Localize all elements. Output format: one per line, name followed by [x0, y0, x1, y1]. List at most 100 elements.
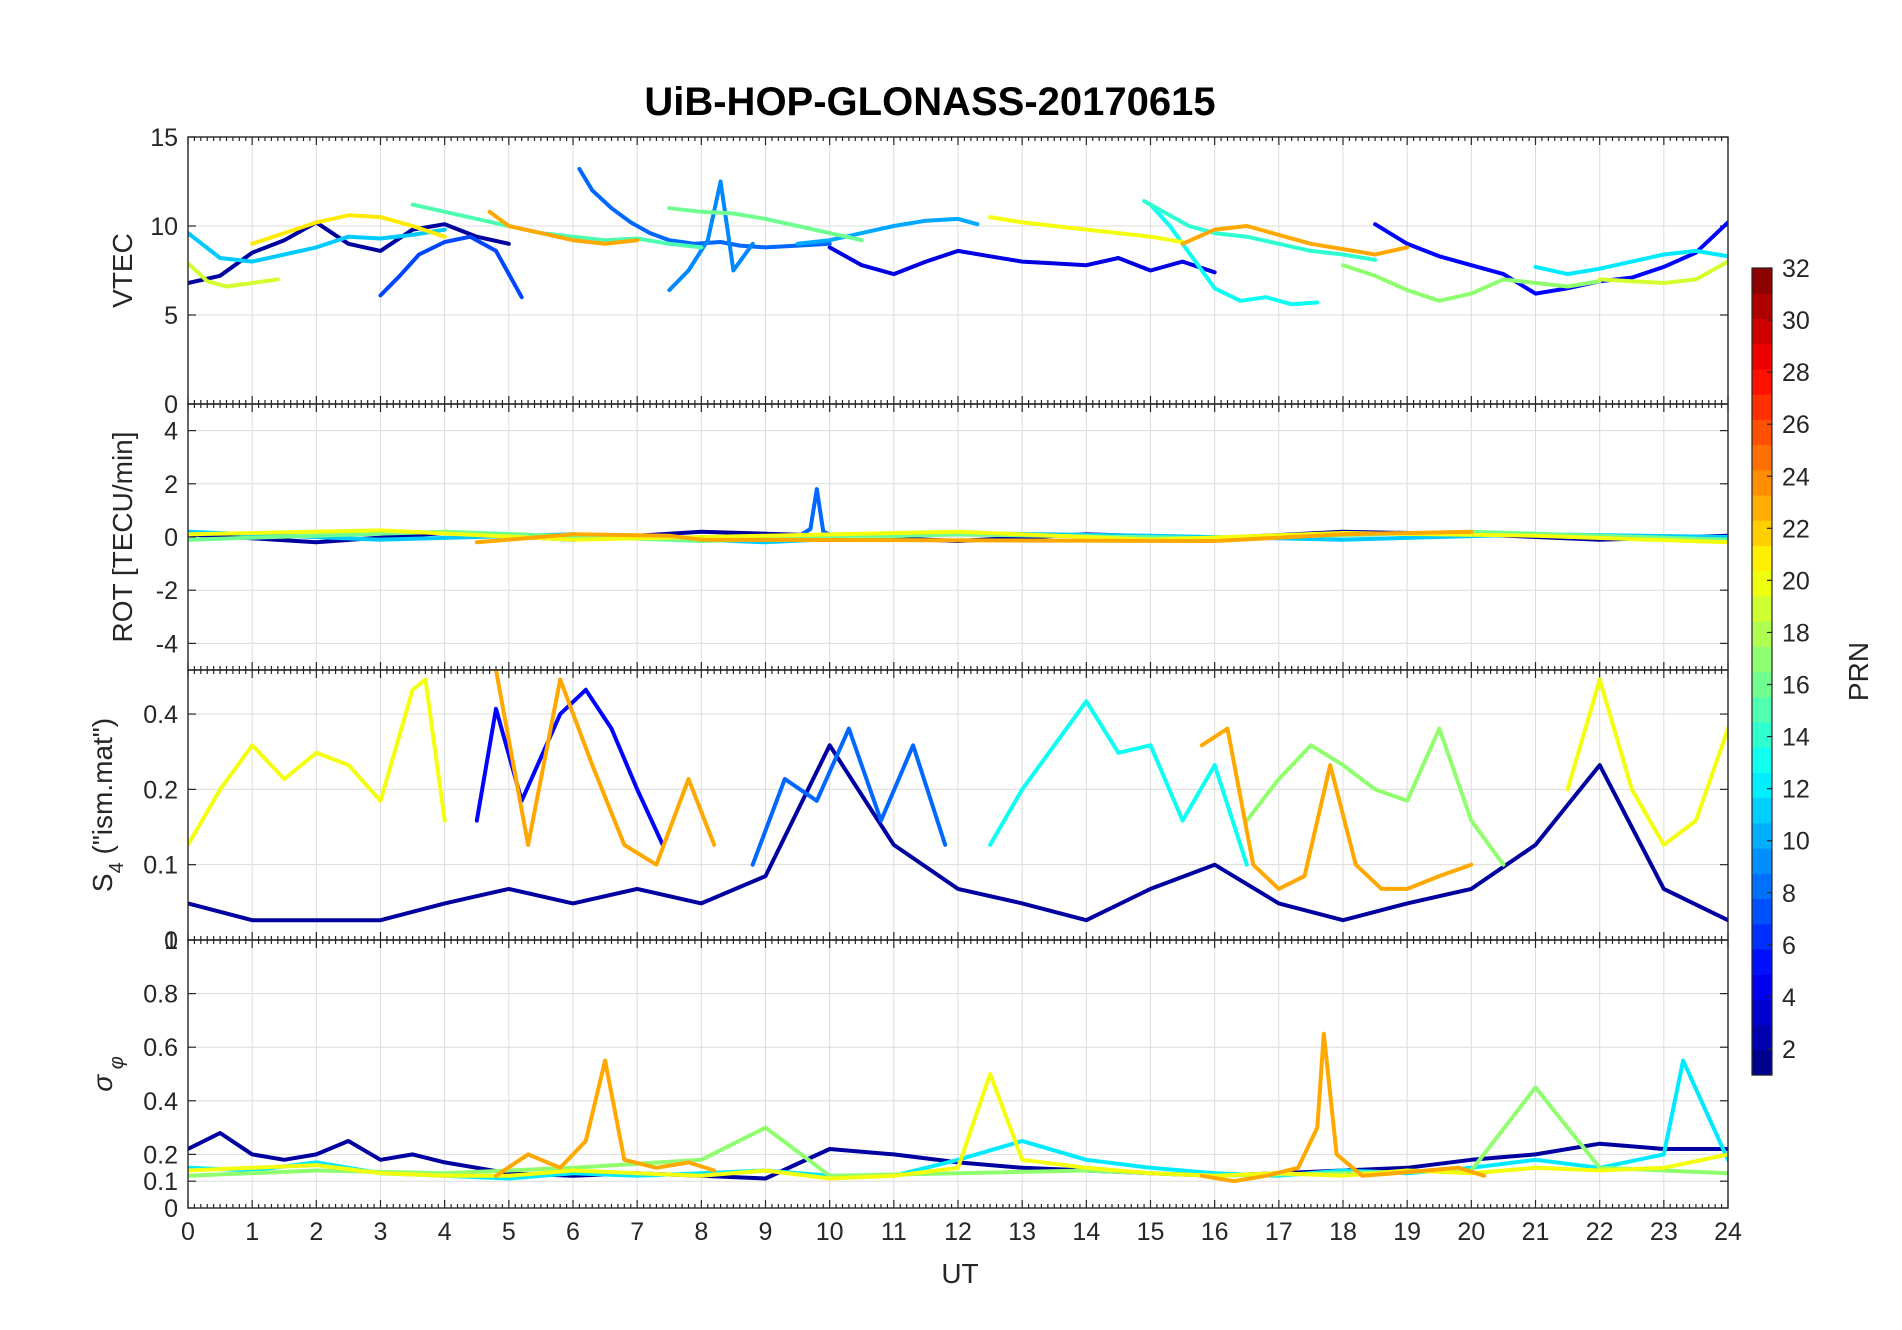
y-tick-label: 0.4	[143, 1088, 178, 1116]
series-line-prn-14	[1142, 199, 1378, 262]
colorbar-segment	[1752, 570, 1772, 597]
y-axis-label: S4 ("ism.mat")	[87, 718, 128, 892]
colorbar-tick-label: 6	[1782, 932, 1796, 960]
y-tick-label: 0	[164, 524, 178, 552]
x-tick-label: 11	[881, 1218, 907, 1246]
series-line-prn-8	[750, 726, 948, 867]
colorbar-segment	[1752, 1049, 1772, 1076]
y-tick-label: 0.1	[143, 1168, 178, 1196]
y-tick-label: 0	[164, 927, 178, 955]
x-tick-label: 4	[438, 1218, 452, 1246]
colorbar-segment	[1752, 646, 1772, 673]
colorbar-segment	[1752, 520, 1772, 547]
x-tick-label: 16	[1201, 1218, 1229, 1246]
x-tick-label: 8	[694, 1218, 708, 1246]
x-tick-label: 21	[1522, 1218, 1550, 1246]
series-line-prn-4	[827, 245, 1217, 277]
colorbar-tick-label: 26	[1782, 411, 1810, 439]
series-line-prn-13	[988, 699, 1249, 867]
y-tick-label: 4	[164, 418, 178, 446]
colorbar-segment	[1752, 696, 1772, 723]
colorbar-segment	[1752, 494, 1772, 521]
colorbar-label: PRN	[1843, 642, 1874, 701]
series-line-prn-19	[1597, 259, 1728, 285]
colorbar-frame	[1751, 267, 1773, 1076]
colorbar-tick-label: 4	[1782, 984, 1796, 1012]
series-line-prn-16	[667, 206, 864, 243]
series-line-prn-19	[188, 261, 280, 289]
colorbar-segment	[1752, 1024, 1772, 1051]
colorbar-tick-label: 12	[1782, 776, 1810, 804]
colorbar-segment	[1752, 293, 1772, 320]
colorbar-segment	[1752, 394, 1772, 420]
colorbar-segment	[1752, 747, 1772, 773]
panel-frame	[187, 939, 1729, 1209]
colorbar-segment	[1752, 671, 1772, 698]
x-tick-label: 2	[309, 1218, 323, 1246]
colorbar-segment	[1752, 545, 1772, 572]
x-tick-label: 7	[630, 1218, 644, 1246]
colorbar-tick-label: 10	[1782, 828, 1810, 856]
x-tick-label: 20	[1457, 1218, 1485, 1246]
colorbar-segment	[1752, 469, 1772, 496]
series-line-prn-17	[1341, 263, 1602, 303]
colorbar-segment	[1752, 419, 1772, 446]
series-line-prn-17	[188, 1085, 1728, 1178]
series-line-prn-11	[188, 227, 447, 264]
colorbar-tick-label: 16	[1782, 672, 1810, 700]
panel-s4: 0.1 0.2 0.4 0 S4 ("ism.mat")	[87, 669, 1729, 955]
y-tick-label: 0	[164, 1195, 178, 1223]
series-line-prn-20	[188, 677, 447, 847]
x-tick-label: 6	[566, 1218, 580, 1246]
y-tick-label: 0.2	[143, 776, 178, 804]
series-group	[188, 1031, 1728, 1184]
series-line-prn-20	[988, 215, 1185, 244]
series-line-prn-17	[1244, 726, 1506, 867]
x-tick-label: 14	[1072, 1218, 1100, 1246]
series-line-prn-23	[474, 529, 1474, 545]
series-line-prn-23	[494, 1058, 717, 1178]
x-tick-label: 12	[944, 1218, 972, 1246]
colorbar-segment	[1752, 268, 1772, 294]
y-axis-label: VTEC	[107, 233, 138, 308]
x-tick-label: 10	[816, 1218, 844, 1246]
series-line-prn-23	[1199, 726, 1474, 891]
y-tick-label: 0.1	[143, 852, 178, 880]
colorbar-tick-label: 30	[1782, 307, 1810, 335]
colorbar-tick-label: 14	[1782, 724, 1810, 752]
colorbar-tick-label: 2	[1782, 1036, 1796, 1064]
y-tick-label: 0.8	[143, 981, 178, 1009]
colorbar-segment	[1752, 974, 1772, 1000]
colorbar-segment	[1752, 368, 1772, 395]
series-line-prn-8	[577, 167, 832, 250]
colorbar-segment	[1752, 721, 1772, 748]
x-tick-label: 18	[1329, 1218, 1357, 1246]
y-axis-label: ROT [TECU/min]	[107, 431, 138, 642]
colorbar-tick-label: 28	[1782, 359, 1810, 387]
colorbar-segment	[1752, 898, 1772, 925]
y-tick-label: 0.4	[143, 701, 178, 729]
y-tick-label: 1	[164, 927, 178, 955]
panel-rot: -4 -2 0 2 4 ROT [TECU/min]	[107, 403, 1729, 671]
y-tick-label: 0.2	[143, 1141, 178, 1169]
series-group	[188, 167, 1728, 307]
x-tick-label: 9	[759, 1218, 773, 1246]
x-tick-label: 0	[181, 1218, 195, 1246]
x-tick-label: 24	[1714, 1218, 1742, 1246]
series-line-prn-2	[188, 743, 1728, 923]
colorbar-segment	[1752, 621, 1772, 647]
x-tick-label: 19	[1393, 1218, 1421, 1246]
x-tick-label: 17	[1265, 1218, 1293, 1246]
colorbar-tick-label: 32	[1782, 255, 1810, 283]
colorbar-segment	[1752, 343, 1772, 370]
series-line-prn-23	[1180, 224, 1410, 257]
colorbar-segment	[1752, 772, 1772, 799]
panel-vtec: 0 5 10 15 VTEC	[107, 124, 1729, 419]
series-line-prn-20	[188, 528, 1728, 545]
colorbar-segment	[1752, 444, 1772, 471]
y-axis-label: σ φ	[87, 1056, 128, 1092]
y-tick-label: 5	[164, 302, 178, 330]
colorbar-tick-label: 20	[1782, 567, 1810, 595]
colorbar-segment	[1752, 999, 1772, 1026]
